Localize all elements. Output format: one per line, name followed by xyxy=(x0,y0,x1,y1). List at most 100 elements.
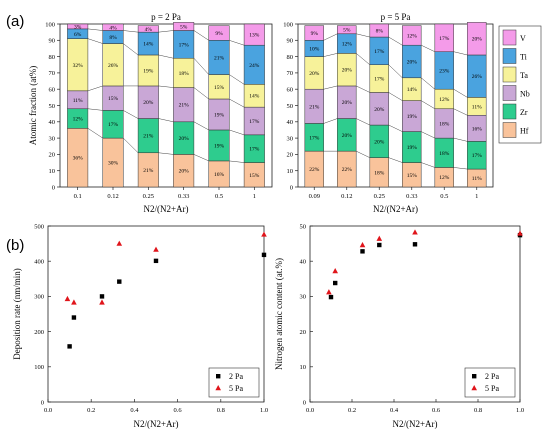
y-tick-label: 50 xyxy=(49,103,56,110)
bar-segment-v xyxy=(137,25,159,33)
bar-segment-label: 14% xyxy=(143,42,154,48)
bar-segment-label: 30% xyxy=(108,161,119,167)
data-point-triangle xyxy=(326,289,332,295)
data-point-triangle xyxy=(359,242,366,248)
x-tick-label: 0.1 xyxy=(74,193,82,200)
connector-line xyxy=(421,162,435,168)
bar-segment-label: 11% xyxy=(472,104,482,110)
plot-frame xyxy=(59,23,273,188)
bar-segment-label: 24% xyxy=(249,63,260,69)
data-point-triangle xyxy=(64,295,71,302)
connector-line xyxy=(388,124,403,132)
y-tick-label: 30 xyxy=(300,294,307,301)
connector-line xyxy=(388,64,403,78)
connector-line xyxy=(193,121,209,131)
x-tick-label: 0.12 xyxy=(341,193,352,200)
y-tick-label: 60 xyxy=(49,87,56,94)
bar-segment-label: 13% xyxy=(249,33,260,39)
x-tick-label: 1 xyxy=(475,193,478,200)
connector-line xyxy=(158,30,174,33)
bar-segment-label: 18% xyxy=(439,151,450,157)
bar-segment-v xyxy=(402,25,422,46)
connector-line xyxy=(356,118,370,126)
y-tick-label: 100 xyxy=(34,364,44,371)
bar-segment-label: 17% xyxy=(374,77,385,83)
legend-marker-triangle xyxy=(215,385,221,391)
bar-segment-v xyxy=(173,22,195,31)
bar-segment-label: 4% xyxy=(145,27,153,33)
stacked-bar-chart-2pa: 0 10 20 30 40 50 60 70 80 90 100 36% 12% 11% 32% 6% 3% 0.… xyxy=(28,12,273,214)
y-tick-label: 90 xyxy=(49,38,56,45)
bar-segment-label: 20% xyxy=(472,37,483,43)
y-tick-label: 0 xyxy=(303,399,306,406)
bar-segment-label: 17% xyxy=(309,135,320,141)
y-tick-label: 10 xyxy=(300,364,307,371)
nitrogen-content-scatter: 0.0 0.2 0.4 0.6 0.8 1.0 0 10 20 30 40 50 N2/(N2+Ar) N… xyxy=(274,223,524,429)
bar-segment-label: 20% xyxy=(374,139,385,145)
bar-segment-label: 36% xyxy=(73,156,84,162)
legend-swatch-ta xyxy=(502,66,517,83)
legend-marker-square xyxy=(216,374,221,379)
bar-segment-label: 15% xyxy=(249,173,260,179)
data-point-square xyxy=(261,252,267,258)
y-axis-title: Atomic fraction (at%) xyxy=(28,66,38,145)
x-tick-label: 0.2 xyxy=(348,407,356,414)
bar-segment-label: 21% xyxy=(179,103,190,109)
connector-line xyxy=(87,28,103,31)
bar-segment-label: 14% xyxy=(407,87,418,93)
x-axis-title: N2/(N2+Ar) xyxy=(133,419,178,429)
legend-box xyxy=(464,367,516,398)
connector-line xyxy=(356,85,370,93)
bar-segment-label: 8% xyxy=(109,35,117,41)
connector-line xyxy=(229,74,245,85)
legend-label: Ta xyxy=(520,71,528,80)
bar-segment-label: 12% xyxy=(439,175,450,181)
bar-segment-v xyxy=(102,23,124,31)
bar-segment-label: 15% xyxy=(108,96,119,102)
y-tick-label: 100 xyxy=(45,21,55,28)
x-tick-label: 1.0 xyxy=(260,407,268,414)
bar-segment-label: 20% xyxy=(407,59,418,65)
bar-segment-label: 19% xyxy=(214,112,225,118)
y-tick-label: 100 xyxy=(283,21,293,28)
x-tick-label: 1 xyxy=(253,193,256,200)
x-tick-label: 0.33 xyxy=(406,193,417,200)
data-point-triangle xyxy=(261,231,267,237)
x-tick-label: 0.33 xyxy=(178,193,189,200)
y-tick-label: 50 xyxy=(300,223,307,230)
connector-line xyxy=(87,38,103,44)
connector-line xyxy=(421,100,435,109)
bar-segment-label: 22% xyxy=(342,167,353,173)
data-point-square xyxy=(67,344,72,349)
bar-segment-v xyxy=(67,23,89,30)
connector-line xyxy=(123,137,139,153)
bar-segment-label: 20% xyxy=(374,107,385,113)
bar-segment-label: 11% xyxy=(472,176,482,182)
x-axis-title: N2/(N2+Ar) xyxy=(392,419,437,429)
legend-label: Zr xyxy=(520,108,528,117)
connector-line xyxy=(229,129,245,136)
bar-segment-label: 21% xyxy=(143,168,154,174)
x-tick-label: 0.09 xyxy=(309,193,320,200)
bar-segment-label: 17% xyxy=(374,49,385,55)
bar-segment-label: 20% xyxy=(342,133,353,139)
bar-segment-label: 6% xyxy=(74,32,82,38)
bar-segment-label: 9% xyxy=(311,31,319,37)
connector-line xyxy=(193,154,209,162)
legend-marker-triangle xyxy=(471,385,477,391)
y-tick-label: 300 xyxy=(34,294,44,301)
bar-segment-v xyxy=(369,23,389,38)
bar-segment-label: 18% xyxy=(439,121,450,127)
deposition-rate-scatter: 0.0 0.2 0.4 0.6 0.8 1.0 0 100 200 300 400 500 N2/(N2… xyxy=(12,223,268,429)
connector-line xyxy=(158,152,174,155)
x-tick-label: 0.0 xyxy=(44,407,52,414)
x-tick-label: 0.6 xyxy=(432,407,441,414)
data-point-square xyxy=(153,258,159,264)
bar-segment-label: 18% xyxy=(179,71,190,77)
connector-line xyxy=(453,137,468,142)
bar-segment-label: 23% xyxy=(439,68,450,74)
connector-line xyxy=(356,53,370,65)
bar-segment-label: 21% xyxy=(309,104,320,110)
connector-line xyxy=(158,118,174,123)
y-tick-label: 40 xyxy=(287,119,294,126)
